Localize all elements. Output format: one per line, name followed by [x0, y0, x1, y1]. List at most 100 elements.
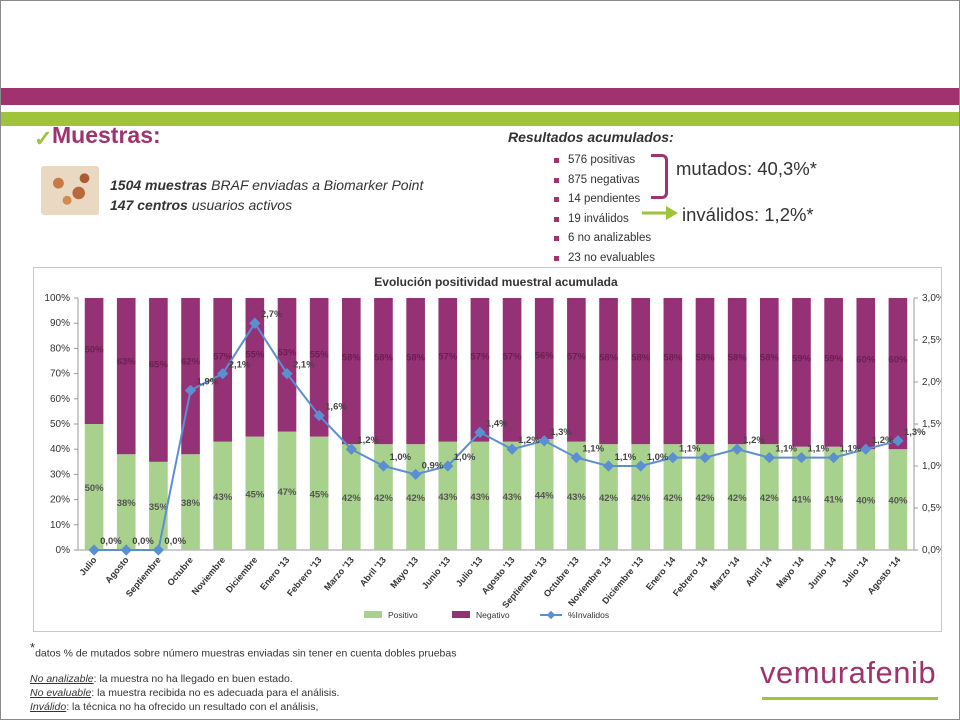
data-label-invalidos: 1,2%: [518, 435, 540, 446]
data-label-negativo: 58%: [760, 352, 780, 363]
bar-positivo: [856, 449, 876, 550]
data-label-positivo: 42%: [374, 493, 394, 504]
definition-text: : la técnica no ha ofrecido un resultado…: [66, 701, 319, 713]
data-label-invalidos: 1,1%: [615, 452, 637, 463]
bar-positivo: [824, 446, 843, 550]
data-label-positivo: 41%: [824, 494, 844, 505]
bar-positivo: [663, 444, 683, 550]
data-label-positivo: 42%: [760, 493, 780, 504]
data-label-positivo: 40%: [856, 496, 876, 507]
bar-negativo: [599, 298, 618, 445]
point-invalidos: [763, 451, 775, 464]
brand-logo: vemurafenib: [760, 655, 937, 690]
bar-negativo: [888, 298, 908, 450]
data-label-positivo: 50%: [85, 483, 105, 494]
footnote: *datos % de mutados sobre número muestra…: [30, 640, 457, 660]
bar-negativo: [149, 298, 168, 462]
legend-swatch: [364, 611, 382, 618]
point-invalidos: [313, 409, 325, 422]
list-item: 576 positivas: [554, 151, 655, 171]
bracket-icon: [651, 154, 668, 199]
data-label-invalidos: 1,0%: [647, 452, 669, 463]
data-label-invalidos: 1,0%: [454, 452, 476, 463]
definition-no-evaluable: No evaluable: la muestra recibida no es …: [30, 687, 339, 699]
bar-negativo: [663, 298, 683, 445]
bar-negativo: [470, 298, 490, 442]
data-label-invalidos: 1,3%: [550, 427, 572, 438]
data-label-invalidos: 0,0%: [164, 536, 186, 547]
arrow-right-icon: [642, 206, 678, 220]
purple-band: [1, 88, 959, 105]
data-label-negativo: 56%: [535, 350, 555, 361]
data-label-negativo: 58%: [663, 352, 683, 363]
y-left-tick-label: 40%: [50, 444, 70, 455]
data-label-negativo: 65%: [149, 360, 169, 371]
section-title: Muestras:: [52, 122, 161, 148]
x-tick-label: Marzo '13: [322, 555, 356, 593]
bar-positivo: [406, 444, 425, 550]
data-label-positivo: 35%: [149, 502, 169, 513]
list-item: 23 no evaluables: [554, 249, 655, 269]
data-label-negativo: 58%: [342, 352, 362, 363]
x-tick-label: Mayo '13: [388, 555, 420, 590]
bar-negativo: [502, 298, 522, 442]
point-invalidos: [88, 544, 100, 556]
x-tick-label: Marzo '14: [708, 555, 742, 593]
data-label-positivo: 45%: [245, 489, 265, 500]
y-right-tick-label: 0,5%: [922, 503, 941, 514]
y-right-tick-label: 2,5%: [922, 335, 941, 346]
header-area: [1, 1, 829, 81]
point-invalidos: [442, 460, 454, 472]
samples-sent-line: 1504 muestras BRAF enviadas a Biomarker …: [110, 177, 423, 193]
bar-positivo: [213, 441, 233, 550]
point-invalidos: [892, 435, 904, 447]
results-list: 576 positivas 875 negativas 14 pendiente…: [554, 151, 655, 268]
data-label-negativo: 59%: [824, 353, 844, 364]
y-right-tick-label: 3,0%: [922, 293, 941, 304]
definition-text: : la muestra recibida no es adecuada par…: [91, 687, 340, 699]
tissue-sample-image: [41, 166, 99, 215]
bar-positivo: [534, 439, 554, 550]
bar-negativo: [341, 298, 361, 445]
bar-positivo: [245, 436, 265, 550]
point-invalidos: [667, 451, 679, 464]
bar-positivo: [631, 444, 651, 550]
bar-positivo: [502, 441, 522, 550]
data-label-negativo: 58%: [631, 352, 651, 363]
footnote-text: datos % de mutados sobre número muestras…: [35, 647, 457, 660]
list-item: 14 pendientes: [554, 190, 655, 210]
data-label-positivo: 47%: [277, 487, 297, 498]
data-label-positivo: 42%: [406, 493, 426, 504]
point-invalidos: [570, 451, 583, 464]
bar-positivo: [888, 449, 908, 550]
x-tick-label: Junio '13: [420, 555, 453, 591]
centers-count: 147 centros: [110, 197, 188, 213]
point-invalidos: [506, 443, 518, 455]
data-label-positivo: 42%: [631, 493, 651, 504]
data-label-invalidos: 1,3%: [904, 427, 926, 438]
green-band: [1, 112, 959, 126]
data-label-negativo: 63%: [117, 356, 137, 367]
data-label-negativo: 57%: [567, 351, 587, 362]
bar-positivo: [599, 444, 618, 550]
definition-text: : la muestra no ha llegado en buen estad…: [93, 673, 293, 685]
bar-negativo: [309, 298, 329, 437]
data-label-negativo: 55%: [245, 349, 265, 360]
list-item: 6 no analizables: [554, 229, 655, 249]
data-label-positivo: 42%: [599, 493, 619, 504]
bar-positivo: [792, 446, 811, 550]
data-label-invalidos: 2,1%: [229, 360, 251, 371]
data-label-invalidos: 0,9%: [422, 460, 444, 471]
bar-negativo: [727, 298, 747, 445]
bar-negativo: [277, 298, 297, 432]
chart-container: Evolución positividad muestral acumulada…: [33, 267, 942, 632]
x-tick-label: Junio '14: [806, 555, 839, 591]
definition-no-analizable: No analizable: la muestra no ha llegado …: [30, 673, 293, 685]
point-invalidos: [409, 468, 422, 481]
point-invalidos: [635, 460, 647, 472]
bar-positivo: [341, 444, 361, 550]
data-label-negativo: 50%: [85, 344, 105, 355]
data-label-invalidos: 2,1%: [293, 360, 315, 371]
data-label-invalidos: 2,7%: [261, 309, 283, 320]
x-tick-label: Noviembre: [190, 555, 228, 597]
